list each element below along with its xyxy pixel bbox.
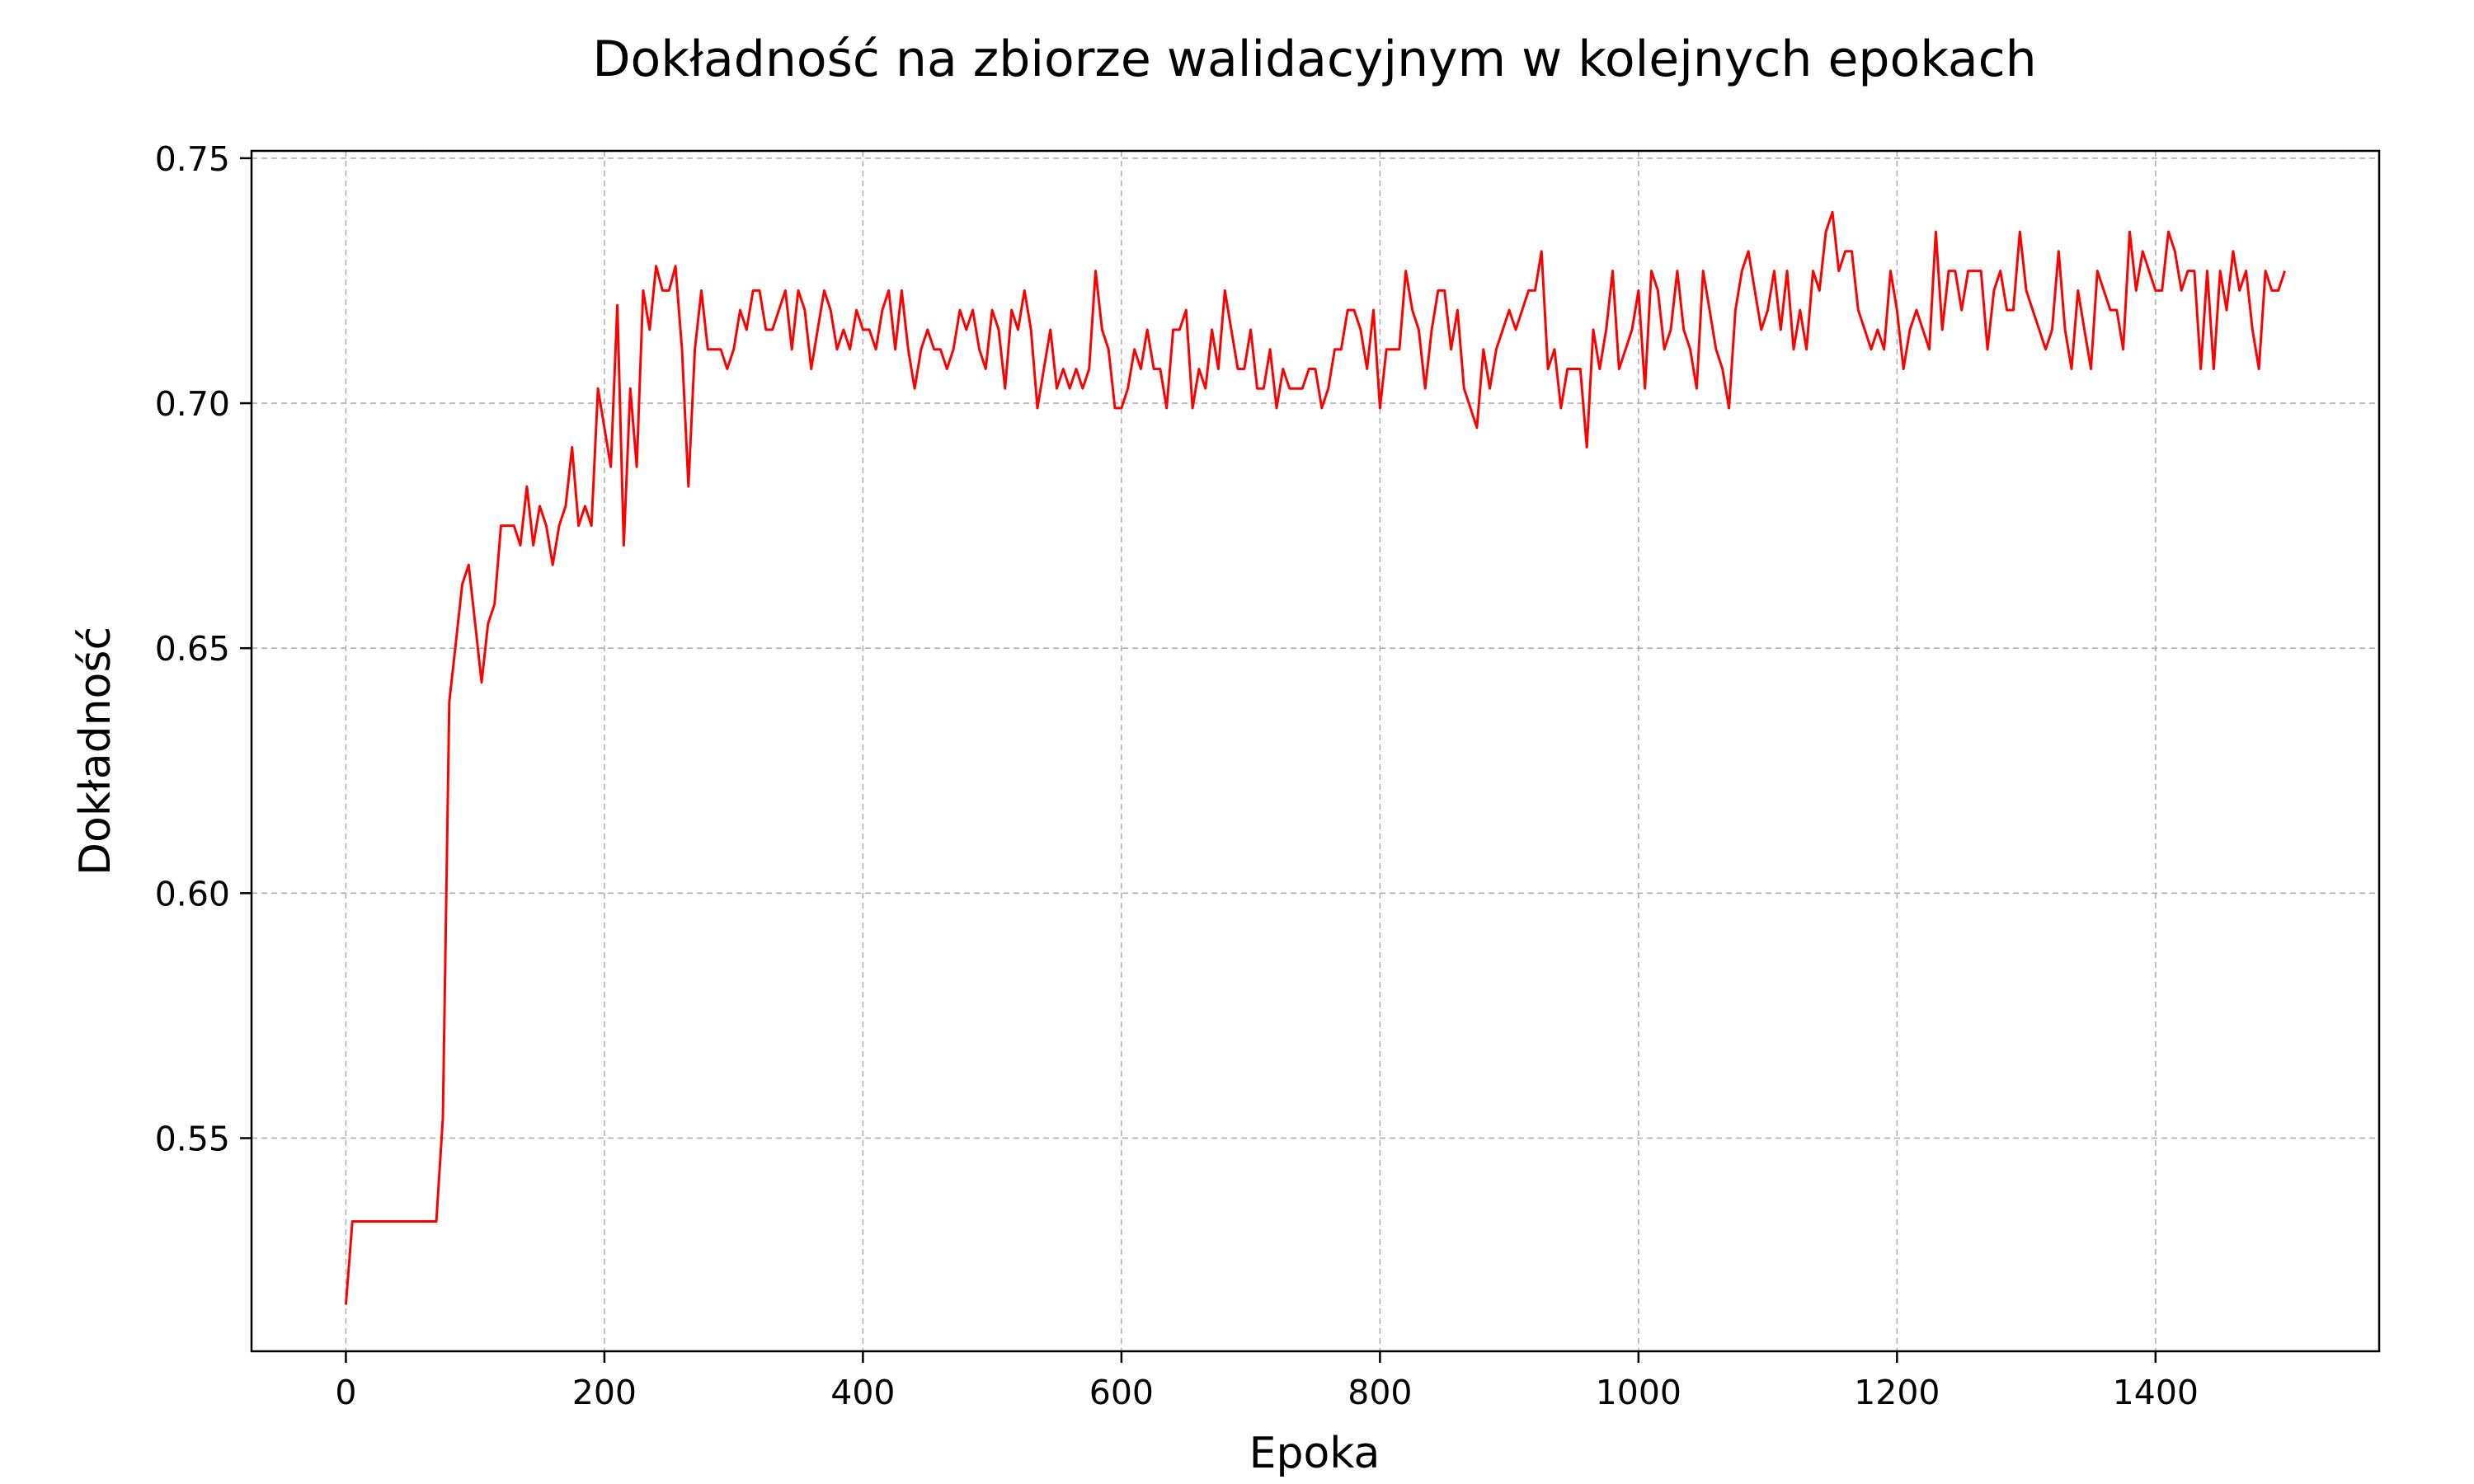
plot-frame	[250, 149, 2381, 1353]
y-tick-label: 0.70	[155, 384, 230, 424]
y-axis-label: Dokładność	[71, 627, 120, 876]
y-axis-ticks: 0.55 0.60 0.65 0.70 0.75	[155, 139, 252, 1158]
x-tick-label: 0	[335, 1373, 356, 1412]
x-tick-label: 1400	[2113, 1373, 2199, 1412]
x-tick-label: 1200	[1854, 1373, 1940, 1412]
y-tick-label: 0.55	[155, 1119, 230, 1158]
x-tick-label: 600	[1089, 1373, 1154, 1412]
x-tick-label: 1000	[1596, 1373, 1681, 1412]
x-tick-label: 800	[1348, 1373, 1412, 1412]
grid-layer	[252, 151, 2379, 1351]
x-axis-ticks: 0 200 400 600 800 1000 1200 1400	[335, 1351, 2199, 1412]
x-tick-label: 200	[572, 1373, 637, 1412]
series-line-0	[344, 210, 2287, 1305]
chart-title: Dokładność na zbiorze walidacyjnym w kol…	[592, 31, 2036, 88]
y-tick-label: 0.75	[155, 139, 230, 179]
x-tick-label: 400	[830, 1373, 895, 1412]
x-axis-label: Epoka	[1249, 1429, 1380, 1478]
y-tick-label: 0.65	[155, 629, 230, 669]
y-tick-label: 0.60	[155, 874, 230, 913]
series-layer	[344, 210, 2287, 1305]
